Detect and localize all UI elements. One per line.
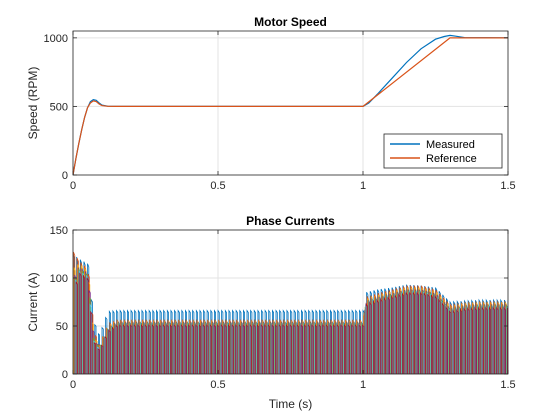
chart-title: Phase Currents (246, 214, 335, 228)
series-group (73, 34, 508, 175)
x-tick-label: 1 (360, 379, 366, 391)
x-tick-label: 0 (70, 180, 76, 192)
y-tick-label: 50 (56, 321, 68, 333)
series-line-1 (73, 37, 508, 175)
legend-entry: Measured (426, 139, 475, 151)
y-tick-label: 0 (62, 369, 68, 381)
y-tick-label: 100 (50, 273, 68, 285)
chart-title: Motor Speed (254, 15, 327, 29)
y-axis-label: Current (A) (26, 272, 40, 331)
x-tick-label: 0.5 (210, 180, 225, 192)
legend: Measured Reference (383, 133, 503, 169)
x-axis-label: Time (s) (269, 397, 313, 411)
x-tick-label: 1 (360, 180, 366, 192)
y-tick-label: 0 (62, 170, 68, 182)
y-axis-label: Speed (RPM) (26, 67, 40, 140)
legend-box (383, 133, 503, 169)
motor-speed-axes: 0 0.5 1 1.5 0 500 1000 Motor Speed Speed (RPM) Me… (26, 15, 516, 192)
x-tick-label: 1.5 (500, 180, 515, 192)
y-tick-label: 1000 (44, 33, 68, 45)
x-tick-label: 1.5 (500, 379, 515, 391)
phase-currents-axes: 0 0.5 1 1.5 0 50 100 150 Phase Currents Current (… (26, 214, 516, 411)
legend-entry: Reference (426, 153, 477, 165)
axes-frame (72, 229, 509, 375)
series-group (73, 251, 508, 374)
axes-frame (72, 30, 509, 176)
y-tick-label: 500 (50, 101, 68, 113)
x-tick-label: 0 (70, 379, 76, 391)
x-tick-label: 0.5 (210, 379, 225, 391)
y-tick-label: 150 (50, 225, 68, 237)
